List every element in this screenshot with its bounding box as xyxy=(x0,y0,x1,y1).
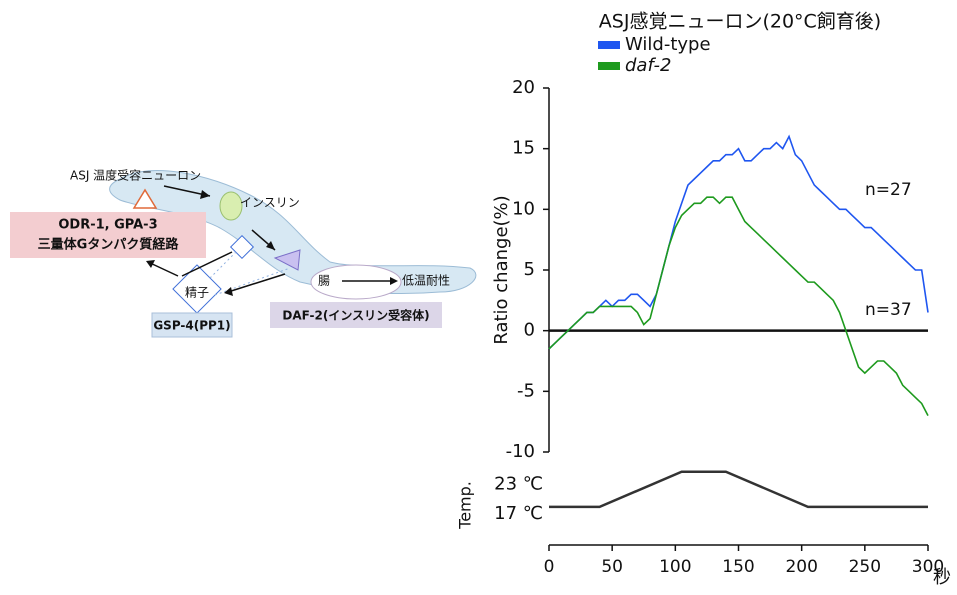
x-tick-label: 150 xyxy=(722,557,754,577)
chart-title: ASJ感覚ニューロン(20°C飼育後) xyxy=(599,11,881,33)
x-tick-label: 50 xyxy=(601,557,623,577)
intestine-shape xyxy=(310,264,402,300)
daf2-label: DAF-2(インスリン受容体) xyxy=(282,308,429,323)
y-tick-label: -5 xyxy=(517,380,535,401)
neuron-label: ASJ 温度受容ニューロン xyxy=(70,168,201,183)
y-tick-label: -10 xyxy=(506,441,535,462)
arrowhead xyxy=(390,277,398,285)
insulin-label: インスリン xyxy=(240,196,300,210)
diagram: ASJ 温度受容ニューロン インスリン ODR-1, GPA-3 三量体Gタンパ… xyxy=(10,168,477,338)
arrow xyxy=(227,273,286,293)
x-tick-label: 200 xyxy=(785,557,817,577)
y-tick-label: 15 xyxy=(512,138,535,159)
x-tick-label: 0 xyxy=(544,557,555,577)
annotation: n=37 xyxy=(865,300,912,320)
y-axis-label: Ratio change(%) xyxy=(491,195,512,344)
data-line xyxy=(549,470,928,509)
arrowhead xyxy=(146,260,155,268)
x-axis-label: 秒 xyxy=(933,567,951,588)
receptor-icon xyxy=(273,249,301,271)
cold-tolerance-label: 低温耐性 xyxy=(402,274,450,288)
neuron-icon xyxy=(132,188,158,209)
insulin-icon xyxy=(219,191,243,221)
sperm-diamond xyxy=(172,264,222,314)
x-tick-label: 100 xyxy=(659,557,691,577)
y-tick-label: 20 xyxy=(512,77,535,98)
arrow xyxy=(147,251,233,277)
sperm-label: 精子 xyxy=(185,286,209,300)
temp-axis-label: Temp. xyxy=(456,481,475,530)
annotation: n=27 xyxy=(865,180,912,200)
dotted-link xyxy=(214,267,291,296)
y-tick-label: 0 xyxy=(524,320,535,341)
legend-swatch xyxy=(598,62,620,70)
gsp4-label: GSP-4(PP1) xyxy=(153,319,230,333)
small-diamond xyxy=(229,234,255,260)
legend-swatch xyxy=(598,41,620,49)
pathway-name: 三量体Gタンパク質経路 xyxy=(38,237,180,253)
pathway-title: ODR-1, GPA-3 xyxy=(58,218,157,233)
data-line xyxy=(548,196,929,416)
x-tick-label: 300 xyxy=(912,557,944,577)
dotted-link xyxy=(209,251,237,279)
gsp4-box xyxy=(151,312,233,338)
legend-label: daf-2 xyxy=(625,55,671,76)
arrowhead xyxy=(224,287,233,296)
pathway-box xyxy=(10,212,206,258)
arrowhead xyxy=(200,190,210,199)
y-tick-label: 10 xyxy=(512,198,535,219)
y-tick-label: 5 xyxy=(524,259,535,280)
intestine-label: 腸 xyxy=(318,274,330,288)
legend-label: Wild-type xyxy=(625,34,711,55)
daf2-box xyxy=(270,302,442,328)
y-tick-label: 17 ℃ xyxy=(494,503,543,524)
y-tick-label: 23 ℃ xyxy=(494,474,543,495)
x-tick-label: 250 xyxy=(849,557,881,577)
arrowhead xyxy=(266,241,275,250)
